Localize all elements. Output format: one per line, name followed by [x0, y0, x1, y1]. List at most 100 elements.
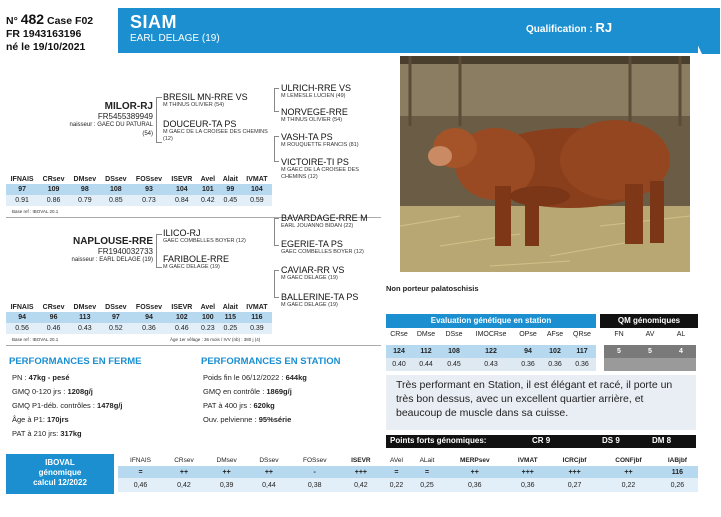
- gm2-name: BALLERINE-TA PS: [281, 292, 359, 302]
- eval-cd: 0.36: [568, 358, 596, 371]
- eval-value: 117: [568, 345, 596, 358]
- index-header: Alait: [222, 175, 238, 183]
- eval-value: 94: [514, 345, 542, 358]
- iboval-symbol: +++: [548, 466, 601, 478]
- index-value: 97: [6, 184, 39, 195]
- index-header: ISEVR: [171, 303, 193, 311]
- dam-mother: FARIBOLE-RRE M GAEC DELAGE (19): [163, 254, 271, 271]
- sire-gf1: ULRICH-RRE VS M LEMESLE LUCIEN (49): [281, 83, 381, 100]
- eval-header: CRse: [390, 331, 408, 338]
- iboval-header: IVMAT: [517, 457, 538, 464]
- qm-title: QM génomiques: [600, 314, 698, 328]
- dam-gf2: CAVIAR-RR VS M GAEC DELAGE (19): [281, 265, 381, 282]
- gm2-name: VICTOIRE-TI PS: [281, 157, 349, 167]
- index-header: FOSsev: [135, 175, 162, 183]
- sire-divider: [6, 217, 381, 218]
- qm-value: 4: [666, 345, 696, 358]
- index-header: IVMAT: [246, 175, 268, 183]
- index-value: 115: [218, 312, 242, 323]
- dam-index-cd-row: 0.56 0.46 0.43 0.52 0.36 0.46 0.23 0.25 0.39: [6, 323, 272, 334]
- iboval-header: DMsev: [216, 457, 237, 464]
- iboval-symbol: =: [411, 466, 443, 478]
- index-header: IVMAT: [246, 303, 268, 311]
- index-value: 108: [100, 184, 132, 195]
- perf-label: Poids fin le 06/12/2022 :: [203, 373, 286, 382]
- points-forts-item: CR 9: [532, 436, 551, 445]
- dam-breeder: naisseur : EARL DELAGE (19): [71, 257, 153, 263]
- gm1-breeder: GAEC COMBELLES BOYER (12): [281, 249, 364, 255]
- header-banner: [118, 8, 698, 53]
- index-cd: 0.42: [196, 195, 219, 206]
- perf-ferme-title: PERFORMANCES EN FERME: [9, 356, 142, 367]
- index-header: ISEVR: [171, 175, 193, 183]
- iboval-table: IFNAIS CRsev DMsev DSsev FOSsev ISEVR AVel ALai…: [118, 455, 698, 492]
- qm-header: AL: [676, 331, 686, 338]
- eval-cd: 0.36: [514, 358, 542, 371]
- points-forts-item: DS 9: [602, 436, 620, 445]
- index-value: 97: [100, 312, 132, 323]
- dam-age-note: Âge 1er vêlage : 36 mois / IVV (nb) : 38…: [170, 337, 261, 342]
- dam-father-name: ILICO-RJ: [163, 228, 201, 238]
- gf2-name: VASH-TA PS: [281, 132, 333, 142]
- number-label: N°: [6, 15, 18, 27]
- iboval-symbols-row: = ++ ++ ++ - +++ = = ++ +++ +++ ++ 116: [118, 466, 698, 478]
- sire-mother: DOUCEUR-TA PS M GAEC DE LA CROISEE DES C…: [163, 119, 271, 143]
- eval-cd: 0.36: [542, 358, 568, 371]
- iboval-cd: 0,38: [289, 478, 340, 492]
- index-header: IFNAIS: [10, 303, 34, 311]
- sire-father: BRESIL MN-RRE VS M THINUS OLIVIER (54): [163, 92, 271, 109]
- perf-line: PAT à 400 jrs : 620kg: [203, 399, 307, 413]
- index-cd: 0.25: [218, 323, 242, 334]
- index-value: 104: [241, 184, 272, 195]
- index-value: 116: [241, 312, 272, 323]
- qualification: Qualification : RJ: [526, 20, 612, 35]
- qm-value: 5: [634, 345, 666, 358]
- perf-label: PAT à 210 jrs:: [12, 429, 61, 438]
- index-header: FOSsev: [135, 303, 162, 311]
- eval-header-row: CRse DMse DSse IMOCRse OPse AFse QRse: [386, 331, 596, 338]
- eval-cd: 0.44: [412, 358, 440, 371]
- gf1-breeder: EARL JOUANNO BIDAN (22): [281, 223, 354, 229]
- gm2-breeder: M GAEC DELAGE (19): [281, 302, 338, 308]
- catalog-number: 482: [20, 11, 45, 27]
- comment-box: Très performant en Station, il est éléga…: [386, 375, 696, 430]
- index-cd: 0.84: [166, 195, 197, 206]
- sire-id: FR5455389949: [97, 112, 153, 121]
- qm-value: 5: [604, 345, 634, 358]
- iboval-box: IBOVAL génomique calcul 12/2022: [6, 454, 114, 494]
- iboval-line: génomique: [38, 468, 82, 477]
- sire-index-values-row: 97 109 98 108 93 104 101 99 104: [6, 184, 272, 195]
- perf-value: 1478g/j: [97, 401, 123, 410]
- case-number: F02: [75, 15, 94, 27]
- iboval-header: AVel: [390, 457, 403, 464]
- sire-father-name: BRESIL MN-RRE VS: [163, 92, 248, 102]
- qm-header: AV: [645, 331, 655, 338]
- perf-label: Âge à P1:: [12, 415, 48, 424]
- iboval-cd: 0,22: [381, 478, 412, 492]
- index-value: 109: [38, 184, 69, 195]
- iboval-cd: 0,42: [163, 478, 205, 492]
- perf-station-list: Poids fin le 06/12/2022 : 644kg GMQ en c…: [203, 371, 307, 427]
- index-header: Avel: [200, 303, 216, 311]
- sire-gm2: VICTOIRE-TI PS M GAEC DE LA CROISEE DES C…: [281, 157, 381, 181]
- dam-index-header-row: IFNAIS CRsev DMsev DSsev FOSsev ISEVR Avel Alai…: [6, 302, 272, 312]
- perf-value: 47kg - pesé: [28, 373, 70, 382]
- iboval-header: ALait: [419, 457, 435, 464]
- iboval-cd: 0,27: [548, 478, 601, 492]
- dam-mother-bracket: [274, 270, 279, 298]
- dam-bracket: [156, 234, 162, 268]
- index-cd: 0.46: [38, 323, 69, 334]
- eval-header: DSse: [445, 331, 463, 338]
- sire-mother-name: DOUCEUR-TA PS: [163, 119, 237, 129]
- index-header: DMsev: [73, 303, 97, 311]
- iboval-header: IABjbf: [667, 457, 687, 464]
- dam-name: NAPLOUSE-RRE: [72, 236, 153, 247]
- dam-mother-name: FARIBOLE-RRE: [163, 254, 230, 264]
- eval-header: IMOCRse: [475, 331, 507, 338]
- gf1-breeder: M LEMESLE LUCIEN (49): [281, 93, 346, 99]
- iboval-symbol: ++: [204, 466, 249, 478]
- dam-gf1: BAVARDAGE-RRE M EARL JOUANNO BIDAN (22): [281, 213, 381, 230]
- index-header: Avel: [200, 175, 216, 183]
- eval-header: OPse: [519, 331, 537, 338]
- dam-gm2: BALLERINE-TA PS M GAEC DELAGE (19): [281, 292, 381, 309]
